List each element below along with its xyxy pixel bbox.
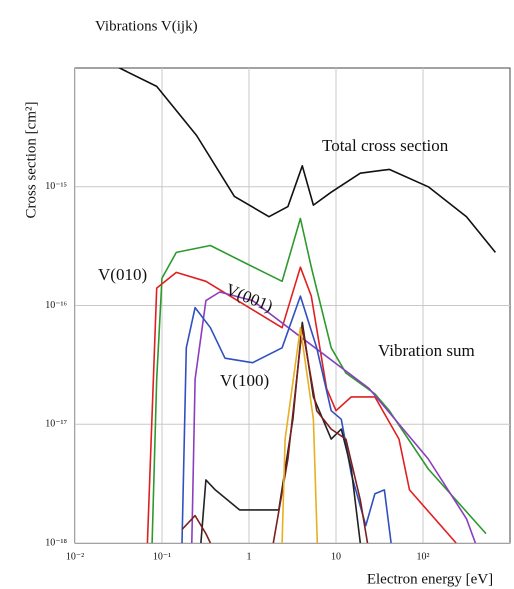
x-tick-label: 1 <box>247 551 252 562</box>
y-axis-label: Cross section [cm²] <box>23 102 39 219</box>
x-tick-label: 10⁻² <box>66 551 84 562</box>
series-label: Total cross section <box>322 136 449 155</box>
x-tick-label: 10² <box>417 551 430 562</box>
series-line <box>146 266 457 543</box>
series-label: V(010) <box>98 265 147 284</box>
y-tick-label: 10⁻¹⁷ <box>45 419 67 430</box>
series-line <box>181 295 392 543</box>
x-tick-label: 10 <box>331 551 341 562</box>
series-label: Vibration sum <box>378 341 475 360</box>
series-line <box>117 68 497 253</box>
series-line <box>151 217 487 543</box>
series-line <box>281 326 319 543</box>
plot-area <box>75 68 510 543</box>
y-tick-label: 10⁻¹⁶ <box>45 300 67 311</box>
y-tick-label: 10⁻¹⁸ <box>45 537 67 548</box>
y-tick-label: 10⁻¹⁵ <box>45 181 67 192</box>
series-line <box>191 291 477 543</box>
x-tick-label: 10⁻¹ <box>153 551 171 562</box>
chart-title: Vibrations V(ijk) <box>95 18 198 34</box>
series-line <box>181 326 369 543</box>
series-label: V(100) <box>220 371 269 390</box>
x-axis-label: Electron energy [eV] <box>367 571 493 587</box>
